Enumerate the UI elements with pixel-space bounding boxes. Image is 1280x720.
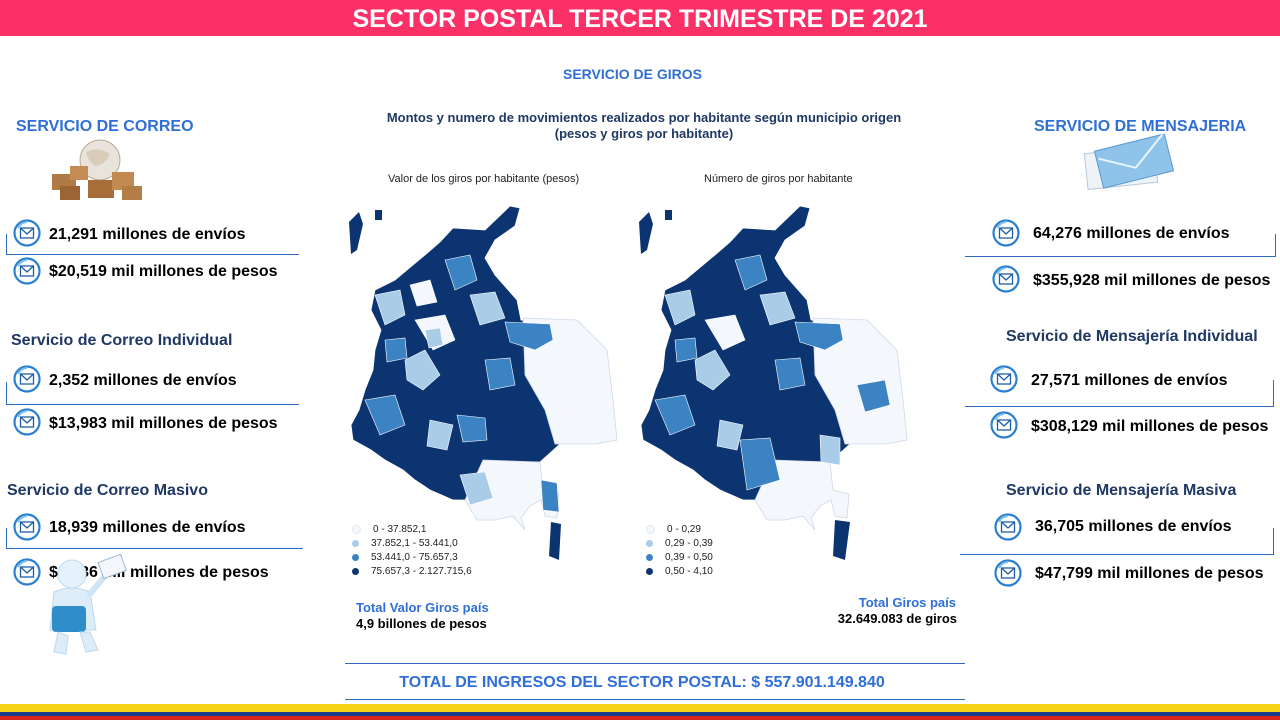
- legend-item: 0 - 0,29: [646, 524, 713, 538]
- correo-masivo-envios: 18,939 millones de envíos: [49, 519, 246, 536]
- map-left-legend: 0 - 37.852,1 37.852,1 - 53.441,0 53.441,…: [352, 524, 472, 580]
- legend-swatch: [646, 553, 653, 561]
- legend-label: 53.441,0 - 75.657,3: [371, 552, 458, 563]
- legend-item: 0,50 - 4,10: [646, 566, 713, 580]
- legend-swatch: [646, 524, 655, 534]
- bracket: [6, 528, 303, 549]
- envelope-icon: [990, 411, 1018, 439]
- mensajeria-title: SERVICIO DE MENSAJERIA: [1034, 118, 1247, 135]
- legend-item: 53.441,0 - 75.657,3: [352, 552, 472, 566]
- legend-label: 0 - 37.852,1: [373, 524, 427, 535]
- envelope-icon: [992, 219, 1020, 247]
- legend-item: 0,39 - 0,50: [646, 552, 713, 566]
- correo-title: SERVICIO DE CORREO: [16, 118, 194, 135]
- mensajeria-individual-envios: 27,571 millones de envíos: [1031, 372, 1228, 389]
- legend-swatch: [352, 524, 361, 534]
- mensajeria-masiva-pesos: $47,799 mil millones de pesos: [1035, 565, 1264, 582]
- total-income: TOTAL DE INGRESOS DEL SECTOR POSTAL: $ 5…: [399, 674, 885, 691]
- giros-section-title: SERVICIO DE GIROS: [563, 66, 702, 82]
- bracket: [6, 234, 299, 255]
- correo-masivo-title: Servicio de Correo Masivo: [7, 482, 208, 499]
- envelope-icon: [994, 559, 1022, 587]
- bracket: [965, 234, 1276, 257]
- legend-label: 75.657,3 - 2.127.715,6: [371, 566, 472, 577]
- correo-individual-title: Servicio de Correo Individual: [11, 332, 233, 349]
- legend-item: 37.852,1 - 53.441,0: [352, 538, 472, 552]
- legend-item: 0,29 - 0,39: [646, 538, 713, 552]
- legend-item: 0 - 37.852,1: [352, 524, 472, 538]
- mensajeria-envios: 64,276 millones de envíos: [1033, 225, 1230, 242]
- correo-individual-envios: 2,352 millones de envíos: [49, 372, 237, 389]
- envelope-icon: [13, 257, 41, 285]
- flag-stripe-blue: [0, 712, 1280, 716]
- flag-stripe-yellow: [0, 704, 1280, 712]
- legend-label: 0 - 0,29: [667, 524, 701, 535]
- map-left-amazon-tip: [549, 522, 561, 560]
- giros-subtitle-line2: (pesos y giros por habitante): [554, 126, 734, 141]
- legend-swatch: [646, 567, 653, 575]
- envelope-icon: [994, 513, 1022, 541]
- correo-individual-pesos: $13,983 mil millones de pesos: [49, 415, 278, 432]
- envelope-icon: [13, 365, 41, 393]
- flag-stripe-red: [0, 716, 1280, 720]
- mail-carrier-icon: [49, 553, 127, 655]
- envelope-icon: [990, 365, 1018, 393]
- mail-stack-icon: [1083, 134, 1175, 190]
- giros-subtitle-line1: Montos y numero de movimientos realizado…: [386, 110, 902, 125]
- legend-label: 0,39 - 0,50: [665, 552, 713, 563]
- envelope-icon: [13, 219, 41, 247]
- total-giros-value-label: Total Valor Giros país: [356, 600, 489, 615]
- mensajeria-individual-title: Servicio de Mensajería Individual: [1006, 328, 1258, 345]
- legend-item: 75.657,3 - 2.127.715,6: [352, 566, 472, 580]
- correo-envios: 21,291 millones de envíos: [49, 226, 246, 243]
- map-right-title: Número de giros por habitante: [704, 173, 853, 185]
- page-title: SECTOR POSTAL TERCER TRIMESTRE DE 2021: [0, 0, 1280, 36]
- mensajeria-masiva-title: Servicio de Mensajería Masiva: [1006, 482, 1237, 499]
- mensajeria-masiva-envios: 36,705 millones de envíos: [1035, 518, 1232, 535]
- map-left-title: Valor de los giros por habitante (pesos): [388, 173, 580, 185]
- envelope-icon: [13, 408, 41, 436]
- total-giros-count: 32.649.083 de giros: [837, 611, 957, 626]
- mensajeria-individual-pesos: $308,129 mil millones de pesos: [1031, 418, 1269, 435]
- globe-boxes-icon: [52, 139, 142, 200]
- legend-swatch: [352, 567, 359, 575]
- bracket: [6, 382, 299, 405]
- legend-label: 37.852,1 - 53.441,0: [371, 538, 458, 549]
- divider: [345, 663, 965, 664]
- legend-label: 0,50 - 4,10: [665, 566, 713, 577]
- envelope-icon: [992, 265, 1020, 293]
- legend-label: 0,29 - 0,39: [665, 538, 713, 549]
- divider: [345, 699, 965, 700]
- colombia-map-count: [639, 205, 908, 560]
- legend-swatch: [352, 539, 359, 547]
- mensajeria-pesos: $355,928 mil millones de pesos: [1033, 272, 1271, 289]
- total-giros-count-label: Total Giros país: [858, 595, 956, 610]
- colombia-map-value: [349, 205, 618, 531]
- map-right-legend: 0 - 0,29 0,29 - 0,39 0,39 - 0,50 0,50 - …: [646, 524, 713, 580]
- correo-pesos: $20,519 mil millones de pesos: [49, 263, 278, 280]
- bracket: [960, 528, 1274, 555]
- legend-swatch: [352, 553, 359, 561]
- total-giros-value: 4,9 billones de pesos: [356, 616, 487, 631]
- bracket: [965, 380, 1274, 407]
- legend-swatch: [646, 539, 653, 547]
- envelope-icon: [13, 513, 41, 541]
